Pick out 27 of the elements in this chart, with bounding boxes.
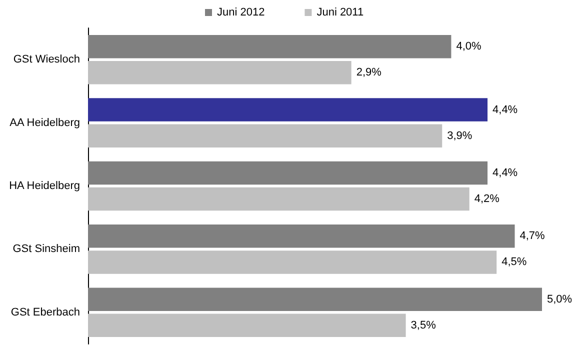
bar <box>88 288 542 312</box>
bar <box>88 98 488 122</box>
y-tick-label: GSt Sinsheim <box>12 243 80 256</box>
bar <box>88 314 406 338</box>
data-label: 3,5% <box>410 319 436 332</box>
bar <box>88 250 497 274</box>
bar <box>88 161 488 185</box>
legend-label: Juni 2011 <box>316 6 364 18</box>
bar <box>88 224 515 248</box>
data-label: 4,2% <box>474 193 500 206</box>
data-label: 4,0% <box>456 40 482 53</box>
bar <box>88 60 352 84</box>
data-label: 2,9% <box>356 66 382 79</box>
bar <box>88 124 442 148</box>
y-tick-label: AA Heidelberg <box>10 116 80 129</box>
legend-label: Juni 2012 <box>217 6 265 18</box>
data-label: 5,0% <box>547 293 572 306</box>
bar <box>88 187 470 211</box>
data-label: 3,9% <box>447 130 472 142</box>
y-tick-label: HA Heidelberg <box>9 180 80 192</box>
data-label: 4,5% <box>502 256 527 268</box>
bar <box>88 34 452 58</box>
data-label: 4,7% <box>520 230 546 242</box>
y-tick-label: GSt Wiesloch <box>13 54 80 66</box>
data-label: 4,4% <box>492 166 518 179</box>
y-tick-label: GSt Eberbach <box>10 306 80 318</box>
data-label: 4,4% <box>492 104 518 116</box>
